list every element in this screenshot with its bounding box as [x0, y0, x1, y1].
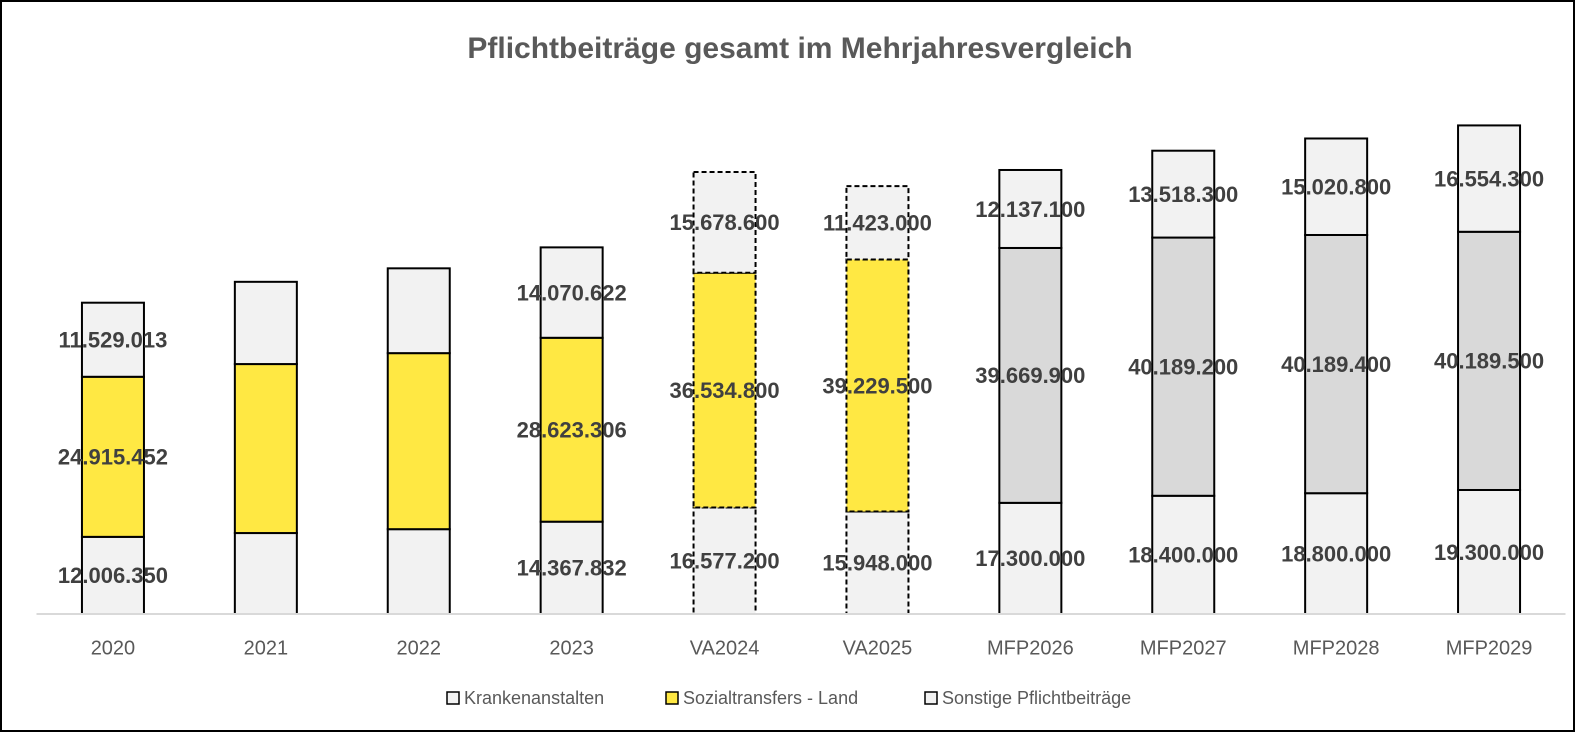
- bar-segment: [1151, 149, 1216, 239]
- bar-segment: [1151, 236, 1216, 497]
- legend-swatch: [924, 691, 938, 705]
- x-tick-label: MFP2029: [1446, 637, 1533, 659]
- data-label: 24.915.452: [58, 445, 168, 470]
- chart-title: Pflichtbeiträge gesamt im Mehrjahresverg…: [467, 32, 1132, 65]
- bar-segment: [692, 506, 757, 615]
- data-label: 15.948.000: [822, 551, 932, 576]
- bar-segment: [1304, 233, 1369, 495]
- x-tick-label: 2021: [244, 637, 289, 659]
- data-label: 11.529.013: [58, 328, 167, 353]
- data-label: 39.229.500: [822, 373, 932, 398]
- x-tick-label: 2023: [549, 637, 594, 659]
- data-label: 40.189.400: [1281, 352, 1391, 377]
- data-label: 14.070.622: [517, 280, 627, 305]
- legend-swatch: [665, 691, 679, 705]
- bar-segment: [80, 535, 145, 615]
- bar-segment: [386, 352, 451, 531]
- bar-segment: [845, 185, 910, 261]
- data-label: 11.423.000: [823, 211, 932, 236]
- data-label: 40.189.500: [1434, 349, 1544, 374]
- data-label: 18.800.000: [1281, 541, 1391, 566]
- legend-swatch: [446, 691, 460, 705]
- data-label: 19.300.000: [1434, 540, 1544, 565]
- bar-segment: [233, 280, 298, 366]
- bar-segment: [386, 528, 451, 615]
- legend-label: Sozialtransfers - Land: [683, 688, 858, 708]
- x-tick-label: VA2024: [690, 637, 760, 659]
- bar-segment: [998, 168, 1063, 249]
- bar-segment: [539, 246, 604, 339]
- data-label: 36.534.800: [669, 378, 779, 403]
- x-tick-label: VA2025: [843, 637, 913, 659]
- bar-segment: [1304, 137, 1369, 236]
- bar-segment: [539, 336, 604, 523]
- data-label: 15.678.600: [669, 210, 779, 235]
- data-label: 15.020.800: [1281, 175, 1391, 200]
- bar-segment: [1457, 124, 1522, 233]
- bar-segment: [692, 271, 757, 509]
- data-label: 39.669.900: [975, 363, 1085, 388]
- bar-segment: [80, 301, 145, 378]
- data-label: 13.518.300: [1128, 182, 1238, 207]
- data-label: 17.300.000: [975, 546, 1085, 571]
- x-tick-label: 2022: [397, 637, 442, 659]
- bar-segment: [1457, 230, 1522, 491]
- data-label: 40.189.200: [1128, 354, 1238, 379]
- bar-segment: [233, 363, 298, 535]
- bar-segment: [998, 246, 1063, 504]
- bar-segment: [233, 532, 298, 615]
- bar-segment: [1304, 492, 1369, 615]
- bar-segment: [845, 258, 910, 513]
- legend-label: Sonstige Pflichtbeiträge: [942, 688, 1131, 708]
- bar-segment: [998, 501, 1063, 615]
- x-tick-label: MFP2026: [987, 637, 1074, 659]
- bar-segment: [1151, 494, 1216, 615]
- data-label: 16.577.200: [669, 549, 779, 574]
- data-label: 18.400.000: [1128, 543, 1238, 568]
- data-label: 14.367.832: [517, 556, 627, 581]
- data-label: 28.623.306: [517, 418, 627, 443]
- data-label: 12.006.350: [58, 563, 168, 588]
- x-tick-label: MFP2028: [1293, 637, 1380, 659]
- data-label: 12.137.100: [975, 197, 1085, 222]
- x-tick-label: MFP2027: [1140, 637, 1227, 659]
- bar-segment: [386, 267, 451, 355]
- data-label: 16.554.300: [1434, 166, 1544, 191]
- x-tick-label: 2020: [91, 637, 136, 659]
- bar-segment: [692, 171, 757, 274]
- legend-label: Krankenanstalten: [464, 688, 604, 708]
